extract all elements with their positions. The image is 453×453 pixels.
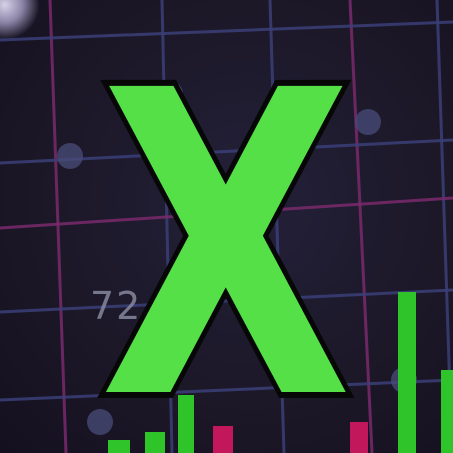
grid-node-icon <box>157 81 183 107</box>
grid-horizontal-line <box>0 196 453 230</box>
decorative-bar <box>398 292 416 453</box>
grid-vertical-line <box>160 0 174 453</box>
decorative-bar <box>145 432 165 453</box>
grid-vertical-line <box>48 0 68 453</box>
decorative-bar <box>178 395 194 453</box>
decorative-bar <box>213 426 233 453</box>
grid-vertical-line <box>268 0 286 453</box>
grid-horizontal-line <box>0 378 453 402</box>
ticker-number: 72 34 <box>90 284 209 328</box>
decorative-bar <box>350 422 368 453</box>
x-letter: X <box>100 2 353 453</box>
decorative-bar <box>108 440 130 453</box>
grid-node-icon <box>87 409 113 435</box>
grid-node-icon <box>355 109 381 135</box>
decorative-bar <box>441 370 453 453</box>
grid-horizontal-line <box>0 288 453 314</box>
grid-vertical-line <box>348 0 374 453</box>
decorative-bars <box>108 292 453 453</box>
grid-horizontal-line <box>0 20 453 42</box>
grid-node-icon <box>57 143 83 169</box>
